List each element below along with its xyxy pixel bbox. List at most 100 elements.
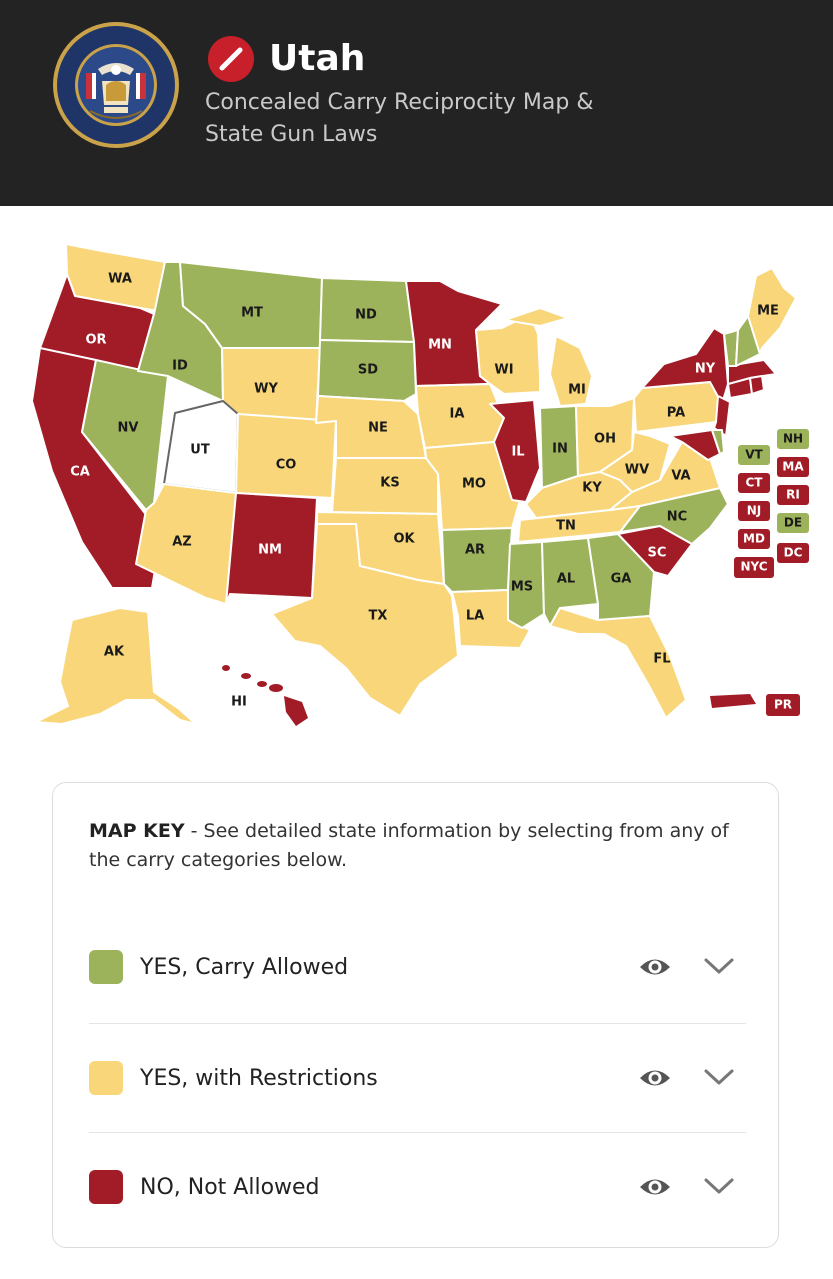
state-TX[interactable] — [271, 523, 459, 717]
label-AZ: AZ — [172, 535, 192, 550]
label-PA: PA — [667, 406, 685, 421]
svg-text:MA: MA — [782, 460, 804, 474]
state-ME[interactable] — [747, 267, 797, 355]
key-row-with-restrictions[interactable]: YES, with Restrictions — [89, 1023, 746, 1132]
label-WV: WV — [625, 463, 649, 478]
badge-NYC[interactable]: NYC — [734, 557, 774, 578]
key-row-label: NO, Not Allowed — [140, 1175, 320, 1200]
label-WY: WY — [254, 382, 278, 397]
label-HI: HI — [231, 695, 247, 710]
svg-text:DE: DE — [784, 516, 802, 530]
state-FL[interactable] — [549, 607, 687, 719]
label-MO: MO — [462, 477, 486, 492]
label-SC: SC — [648, 546, 667, 561]
label-KS: KS — [380, 476, 399, 491]
label-AR: AR — [465, 543, 485, 558]
badge-MD[interactable]: MD — [738, 529, 770, 549]
utah-seal-icon — [53, 22, 179, 148]
label-IN: IN — [552, 442, 568, 457]
svg-text:VT: VT — [745, 448, 763, 462]
label-MS: MS — [511, 580, 533, 595]
label-GA: GA — [611, 572, 632, 587]
key-row-carry-allowed[interactable]: YES, Carry Allowed — [89, 913, 746, 1021]
badge-CT[interactable]: CT — [738, 473, 770, 493]
label-WI: WI — [494, 363, 513, 378]
label-ID: ID — [172, 359, 188, 374]
map-key-panel: MAP KEY - See detailed state information… — [52, 782, 779, 1248]
svg-text:MD: MD — [743, 532, 765, 546]
state-AR[interactable] — [441, 527, 513, 593]
svg-text:PR: PR — [774, 698, 792, 712]
label-MI: MI — [568, 383, 586, 398]
key-row-label: YES, with Restrictions — [140, 1066, 378, 1091]
state-PR[interactable] — [710, 694, 756, 708]
label-UT: UT — [190, 443, 210, 458]
label-IA: IA — [450, 407, 465, 422]
state-HI[interactable] — [222, 665, 308, 726]
state-MI[interactable] — [504, 307, 593, 407]
swatch-yes — [89, 950, 123, 984]
label-NY: NY — [695, 362, 716, 377]
swatch-no — [89, 1170, 123, 1204]
label-AL: AL — [557, 572, 575, 587]
label-IL: IL — [511, 445, 524, 460]
label-OK: OK — [393, 532, 415, 547]
eye-icon[interactable] — [638, 1065, 672, 1091]
badge-VT[interactable]: VT — [738, 445, 770, 465]
state-RI[interactable] — [749, 375, 765, 395]
svg-text:RI: RI — [786, 488, 800, 502]
state-KS[interactable] — [331, 457, 439, 515]
map-key-description: MAP KEY - See detailed state information… — [89, 817, 749, 875]
label-ND: ND — [355, 308, 377, 323]
key-row-not-allowed[interactable]: NO, Not Allowed — [89, 1132, 746, 1241]
state-WV[interactable] — [599, 431, 671, 493]
badge-DC[interactable]: DC — [777, 543, 809, 563]
label-TN: TN — [556, 519, 576, 534]
svg-text:CT: CT — [746, 476, 764, 490]
state-AK[interactable] — [35, 607, 197, 725]
chevron-down-icon[interactable] — [703, 955, 735, 977]
header-bar: Utah Concealed Carry Reciprocity Map & S… — [0, 0, 833, 206]
label-OR: OR — [85, 333, 106, 348]
label-OH: OH — [594, 432, 616, 447]
svg-text:DC: DC — [784, 546, 803, 560]
state-IL[interactable] — [489, 399, 541, 503]
label-MT: MT — [241, 306, 263, 321]
badge-NH[interactable]: NH — [777, 429, 809, 449]
reciprocity-map: WA OR CA NV ID MT WY UT CO AZ NM ND SD N… — [20, 236, 820, 736]
state-NM[interactable] — [225, 492, 318, 605]
badge-DE[interactable]: DE — [777, 513, 809, 533]
eye-icon[interactable] — [638, 1174, 672, 1200]
label-AK: AK — [104, 645, 125, 660]
eye-icon[interactable] — [638, 954, 672, 980]
state-DE[interactable] — [711, 429, 725, 455]
label-ME: ME — [757, 304, 779, 319]
key-row-label: YES, Carry Allowed — [140, 955, 349, 980]
label-NC: NC — [667, 510, 687, 525]
svg-text:NYC: NYC — [740, 560, 767, 574]
svg-text:NH: NH — [783, 432, 803, 446]
svg-text:NJ: NJ — [747, 504, 762, 518]
label-SD: SD — [358, 363, 378, 378]
label-LA: LA — [466, 609, 484, 624]
label-NM: NM — [258, 543, 282, 558]
state-CO[interactable] — [235, 413, 337, 499]
badge-NJ[interactable]: NJ — [738, 501, 770, 521]
state-title: Utah — [269, 38, 366, 79]
label-NE: NE — [368, 421, 388, 436]
label-WA: WA — [108, 272, 132, 287]
badge-MA[interactable]: MA — [777, 457, 809, 477]
reciprocity-badge-icon — [208, 36, 254, 82]
badge-RI[interactable]: RI — [777, 485, 809, 505]
page-subtitle: Concealed Carry Reciprocity Map & State … — [205, 90, 594, 147]
chevron-down-icon[interactable] — [703, 1175, 735, 1197]
swatch-restricted — [89, 1061, 123, 1095]
state-MD[interactable] — [669, 429, 721, 461]
state-SD[interactable] — [317, 339, 417, 402]
label-TX: TX — [369, 609, 388, 624]
label-VA: VA — [671, 469, 690, 484]
label-NV: NV — [118, 421, 139, 436]
map-key-title: MAP KEY — [89, 820, 185, 842]
badge-PR[interactable]: PR — [766, 694, 800, 716]
chevron-down-icon[interactable] — [703, 1066, 735, 1088]
